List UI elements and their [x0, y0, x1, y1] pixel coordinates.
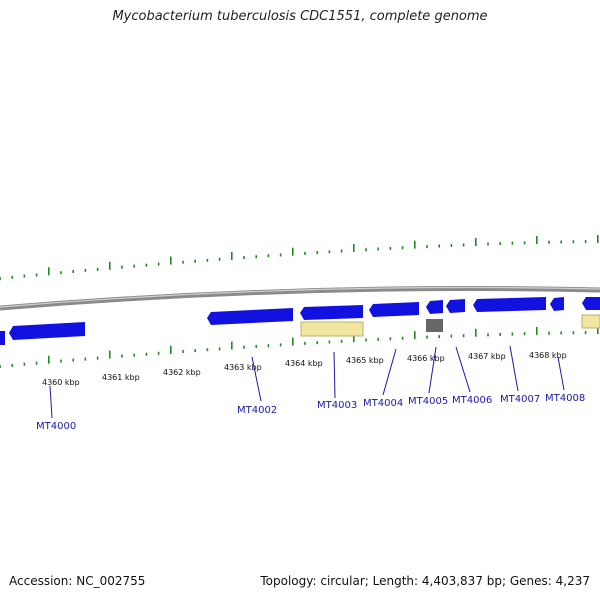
gene-labels: MT4000 MT4002 MT4003 MT4004 MT4005 MT400…: [36, 393, 585, 432]
label-leader: [455, 346, 471, 393]
gene-label-mt4002[interactable]: MT4002: [237, 405, 277, 416]
label-leader: [251, 356, 262, 402]
rna-feature[interactable]: [300, 321, 364, 337]
scale-label: 4366 kbp: [407, 354, 445, 363]
gene-feature[interactable]: [9, 322, 85, 340]
gene-features: [0, 297, 600, 345]
scale-label: 4364 kbp: [285, 359, 323, 368]
label-leader: [49, 385, 53, 419]
scale-label: 4368 kbp: [529, 351, 567, 360]
gene-feature[interactable]: [550, 297, 564, 311]
label-leader: [557, 356, 565, 391]
gene-label-mt4005[interactable]: MT4005: [408, 396, 448, 407]
scale-label: 4362 kbp: [163, 368, 201, 377]
label-leaders: [49, 345, 565, 419]
gene-feature[interactable]: [426, 300, 443, 314]
accession-label: Accession: NC_002755: [9, 574, 146, 588]
gene-feature[interactable]: [207, 308, 293, 325]
scale-label: 4365 kbp: [346, 356, 384, 365]
gene-feature[interactable]: [369, 302, 419, 317]
scale-label: 4361 kbp: [102, 373, 140, 382]
topology-label: Topology: circular; Length: 4,403,837 bp…: [260, 574, 590, 588]
gene-feature[interactable]: [473, 297, 546, 312]
rna-feature[interactable]: [581, 314, 600, 329]
map-title: Mycobacterium tuberculosis CDC1551, comp…: [112, 9, 488, 24]
inner-tick-marks: [0, 326, 599, 368]
gene-label-mt4000[interactable]: MT4000: [36, 421, 76, 432]
gene-label-mt4007[interactable]: MT4007: [500, 394, 540, 405]
label-leader: [509, 345, 519, 392]
gene-label-mt4006[interactable]: MT4006: [452, 395, 492, 406]
scale-label: 4367 kbp: [468, 352, 506, 361]
outer-tick-marks: [0, 235, 599, 280]
scale-labels: 4360 kbp 4361 kbp 4362 kbp 4363 kbp 4364…: [42, 351, 567, 387]
label-leader: [382, 348, 397, 396]
gene-feature[interactable]: [582, 297, 600, 310]
scale-label: 4360 kbp: [42, 378, 80, 387]
pseudo-feature[interactable]: [426, 319, 443, 332]
gene-label-mt4004[interactable]: MT4004: [363, 398, 403, 409]
gene-label-mt4008[interactable]: MT4008: [545, 393, 585, 404]
scale-label: 4363 kbp: [224, 363, 262, 372]
gene-label-mt4003[interactable]: MT4003: [317, 400, 357, 411]
genome-backbone: [0, 285, 600, 311]
gene-feature[interactable]: [0, 331, 5, 345]
label-leader: [333, 351, 336, 399]
label-leader: [428, 346, 437, 394]
gene-feature[interactable]: [446, 299, 465, 313]
genome-backbone-highlight: [0, 286, 600, 308]
gene-feature[interactable]: [300, 305, 363, 320]
